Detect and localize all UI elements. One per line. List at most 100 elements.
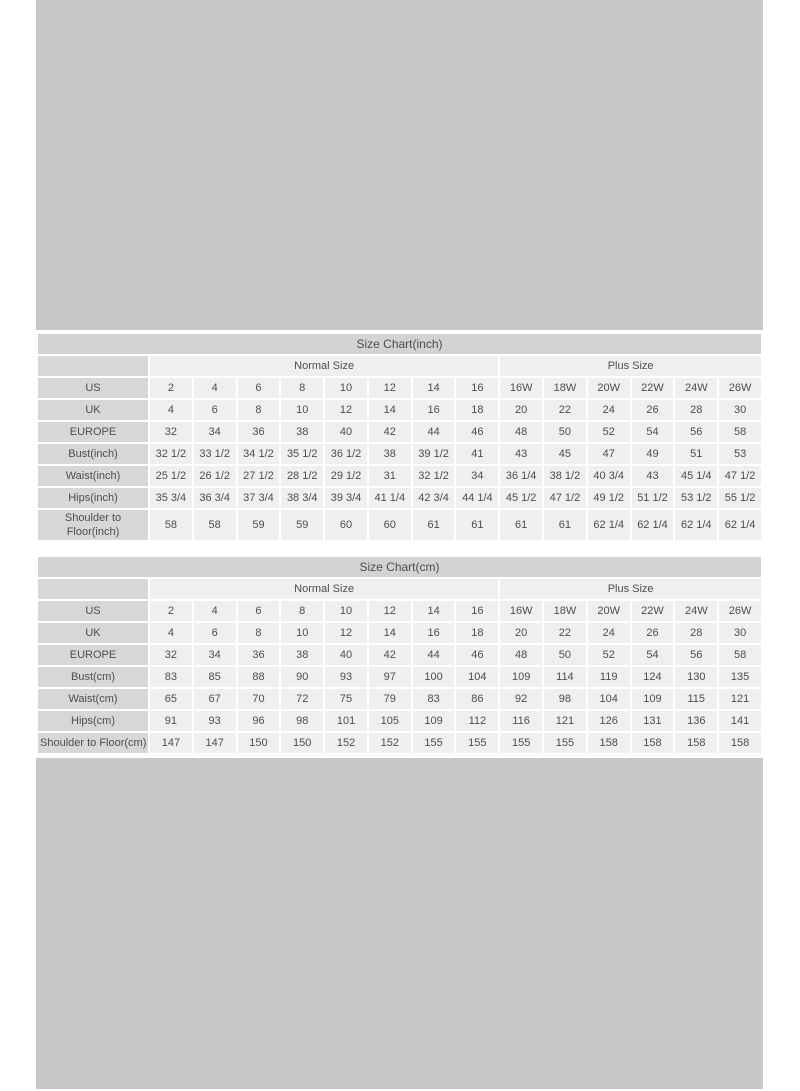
size-cell: 36 1/2 (325, 444, 367, 464)
size-cell: 158 (675, 733, 718, 753)
size-cell: 40 (325, 645, 367, 665)
size-cell: 35 1/2 (281, 444, 324, 464)
table-row: Bust(inch) 32 1/2 33 1/2 34 1/2 35 1/2 36 1/2… (38, 444, 761, 464)
size-cell: 130 (675, 667, 718, 687)
size-cell: 10 (281, 623, 324, 643)
group-header-corner (38, 356, 148, 376)
size-cell: 114 (544, 667, 586, 687)
row-label: Shoulder to Floor(cm) (38, 733, 148, 753)
size-cell: 30 (719, 623, 761, 643)
size-cell: 24 (587, 623, 630, 643)
table-row: Hips(inch) 35 3/4 36 3/4 37 3/4 38 3/4 39 3/4… (38, 488, 761, 508)
row-label: EUROPE (38, 422, 148, 442)
size-cell: 49 1/2 (587, 488, 630, 508)
size-cell: 109 (500, 667, 543, 687)
table-row: US 2 4 6 8 10 12 14 16 16W 18W 20W 22W 24W 26W (38, 601, 761, 621)
size-cell: 119 (587, 667, 630, 687)
size-cell: 46 (456, 645, 499, 665)
table-row: Shoulder to Floor(cm) 147 147 150 150 152 152 1… (38, 733, 761, 753)
size-cell: 36 3/4 (193, 488, 236, 508)
table-row: Waist(inch) 25 1/2 26 1/2 27 1/2 28 1/2 29 1/… (38, 466, 761, 486)
size-cell: 32 1/2 (412, 466, 455, 486)
size-cell: 14 (368, 623, 411, 643)
size-cell: 6 (237, 601, 280, 621)
size-cell: 150 (281, 733, 324, 753)
size-cell: 70 (237, 689, 280, 709)
table-row: UK 4 6 8 10 12 14 16 18 20 22 24 26 28 30 (38, 623, 761, 643)
size-cell: 12 (368, 378, 411, 398)
size-cell: 22W (631, 601, 674, 621)
size-cell: 8 (237, 623, 280, 643)
size-cell: 56 (675, 645, 718, 665)
size-cell: 16 (456, 601, 499, 621)
size-cell: 109 (631, 689, 674, 709)
size-group-header: Normal Size (150, 356, 499, 376)
size-cell: 85 (193, 667, 236, 687)
size-cell: 2 (150, 378, 192, 398)
size-cell: 42 (368, 645, 411, 665)
size-cell: 88 (237, 667, 280, 687)
size-cell: 86 (456, 689, 499, 709)
size-cell: 62 1/4 (587, 510, 630, 540)
size-cell: 33 1/2 (193, 444, 236, 464)
size-cell: 8 (281, 378, 324, 398)
size-cell: 104 (456, 667, 499, 687)
row-label: Bust(cm) (38, 667, 148, 687)
size-cell: 26 (631, 400, 674, 420)
size-cell: 32 (150, 645, 192, 665)
size-chart-inch-table: Size Chart(inch) Normal Size Plus Size US 2 4… (36, 332, 763, 542)
size-cell: 40 (325, 422, 367, 442)
size-cell: 136 (675, 711, 718, 731)
size-cell: 58 (150, 510, 192, 540)
size-cell: 61 (456, 510, 499, 540)
size-cell: 152 (325, 733, 367, 753)
size-cell: 34 (193, 645, 236, 665)
size-cell: 55 1/2 (719, 488, 761, 508)
size-cell: 109 (412, 711, 455, 731)
size-cell: 56 (675, 422, 718, 442)
size-cell: 44 (412, 645, 455, 665)
table-row: US 2 4 6 8 10 12 14 16 16W 18W 20W 22W 24W 26W (38, 378, 761, 398)
size-cell: 22W (631, 378, 674, 398)
row-label: EUROPE (38, 645, 148, 665)
size-cell: 54 (631, 422, 674, 442)
size-cell: 29 1/2 (325, 466, 367, 486)
size-cell: 26W (719, 601, 761, 621)
size-cell: 39 1/2 (412, 444, 455, 464)
size-cell: 53 (719, 444, 761, 464)
size-cell: 83 (150, 667, 192, 687)
size-cell: 61 (500, 510, 543, 540)
size-cell: 44 (412, 422, 455, 442)
size-cell: 28 1/2 (281, 466, 324, 486)
size-cell: 98 (544, 689, 586, 709)
row-label: UK (38, 623, 148, 643)
size-cell: 46 (456, 422, 499, 442)
size-cell: 10 (325, 378, 367, 398)
size-cell: 12 (325, 623, 367, 643)
size-cell: 104 (587, 689, 630, 709)
size-cell: 93 (325, 667, 367, 687)
size-cell: 30 (719, 400, 761, 420)
size-chart-cm-table: Size Chart(cm) Normal Size Plus Size US 2 4 6 8… (36, 555, 763, 755)
row-label: Shoulder to Floor(inch) (38, 510, 148, 540)
size-cell: 61 (412, 510, 455, 540)
size-cell: 131 (631, 711, 674, 731)
table-row: UK 4 6 8 10 12 14 16 18 20 22 24 26 28 30 (38, 400, 761, 420)
size-cell: 100 (412, 667, 455, 687)
size-cell: 16 (412, 400, 455, 420)
size-cell: 38 3/4 (281, 488, 324, 508)
size-cell: 26 1/2 (193, 466, 236, 486)
size-cell: 58 (719, 422, 761, 442)
size-cell: 60 (325, 510, 367, 540)
size-cell: 28 (675, 623, 718, 643)
size-cell: 6 (193, 400, 236, 420)
size-cell: 50 (544, 645, 586, 665)
size-cell: 115 (675, 689, 718, 709)
size-cell: 52 (587, 645, 630, 665)
table-title: Size Chart(cm) (38, 557, 761, 577)
table-row: Bust(cm) 83 85 88 90 93 97 100 104 109 114 119 124 13… (38, 667, 761, 687)
size-cell: 18W (544, 378, 586, 398)
size-cell: 20W (587, 601, 630, 621)
size-cell: 4 (150, 623, 192, 643)
table-row: Waist(cm) 65 67 70 72 75 79 83 86 92 98 104 109 115 12… (38, 689, 761, 709)
